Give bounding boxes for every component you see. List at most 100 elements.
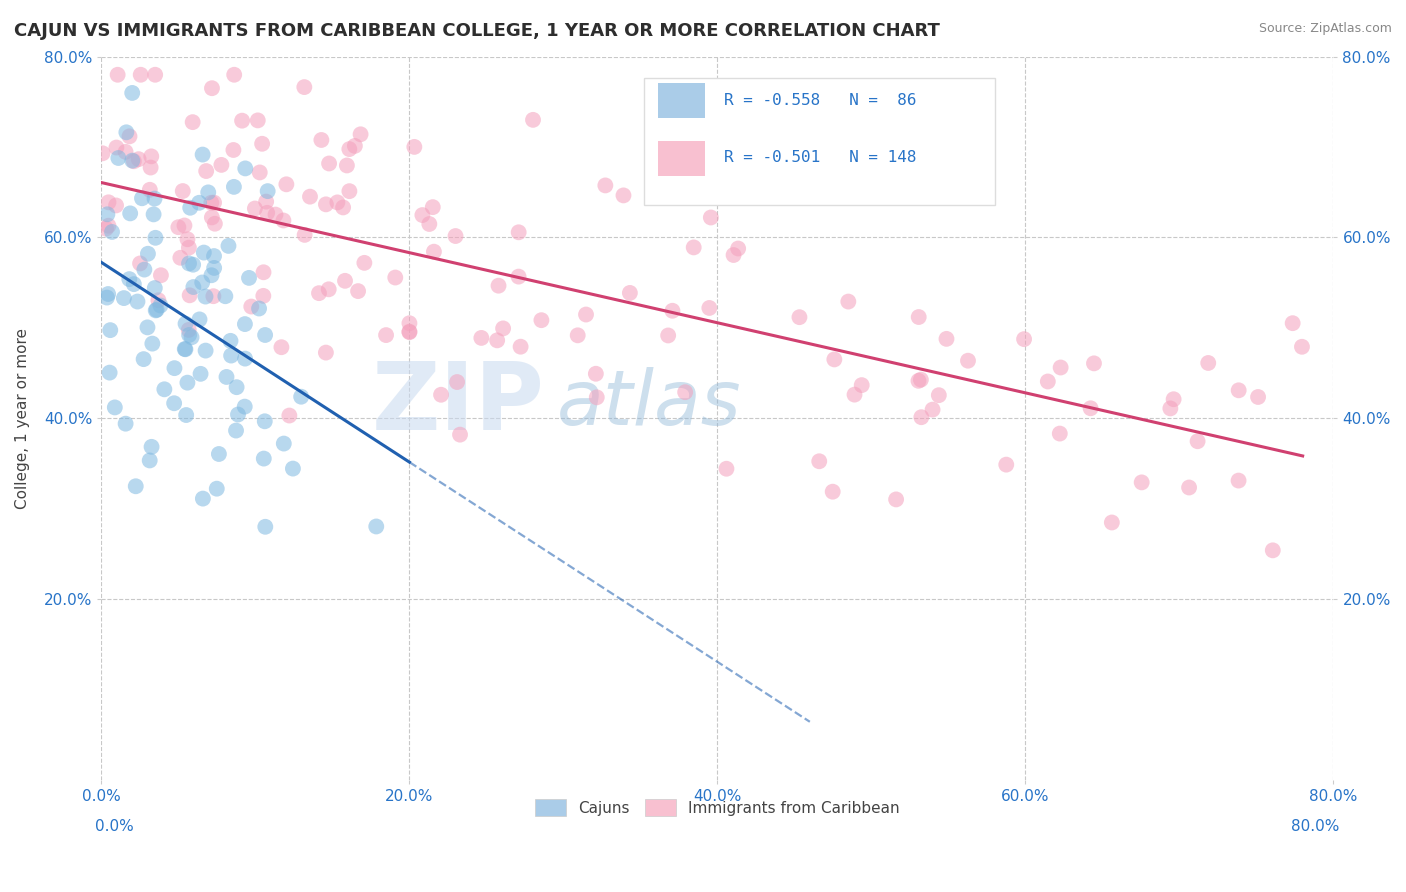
- Point: [567, 328, 589, 343]
- Point: [418, 217, 440, 231]
- Point: [1247, 390, 1270, 404]
- Point: [98, 323, 121, 337]
- Point: [128, 152, 150, 166]
- Point: [249, 165, 271, 179]
- Point: [347, 284, 370, 298]
- Point: [163, 396, 186, 410]
- Point: [143, 68, 166, 82]
- Point: [252, 289, 274, 303]
- Point: [700, 211, 723, 225]
- Point: [107, 151, 129, 165]
- Point: [142, 207, 165, 221]
- Point: [575, 308, 598, 322]
- Point: [105, 198, 128, 212]
- Point: [336, 158, 359, 172]
- Point: [201, 211, 224, 225]
- Point: [508, 269, 530, 284]
- Point: [191, 276, 214, 290]
- Point: [661, 303, 683, 318]
- Point: [585, 367, 607, 381]
- Point: [264, 208, 287, 222]
- Point: [233, 351, 256, 366]
- Text: atlas: atlas: [557, 367, 742, 441]
- Point: [202, 260, 225, 275]
- Point: [821, 484, 844, 499]
- Point: [179, 201, 201, 215]
- Point: [928, 388, 950, 402]
- Point: [98, 366, 121, 380]
- Point: [134, 262, 156, 277]
- Point: [789, 310, 811, 325]
- Point: [238, 271, 260, 285]
- Point: [122, 277, 145, 292]
- Point: [1178, 481, 1201, 495]
- Point: [910, 373, 932, 387]
- Point: [246, 113, 269, 128]
- Point: [716, 461, 738, 475]
- Point: [349, 128, 371, 142]
- Point: [294, 227, 316, 242]
- Point: [177, 256, 200, 270]
- Point: [430, 388, 453, 402]
- Point: [1281, 316, 1303, 330]
- Point: [202, 249, 225, 263]
- Point: [910, 410, 932, 425]
- Point: [125, 479, 148, 493]
- Point: [97, 287, 120, 301]
- Point: [205, 482, 228, 496]
- Point: [197, 186, 219, 200]
- FancyBboxPatch shape: [658, 84, 706, 118]
- Point: [121, 153, 143, 168]
- Point: [910, 110, 932, 124]
- Point: [226, 408, 249, 422]
- Point: [96, 207, 118, 221]
- Legend: Cajuns, Immigrants from Caribbean: Cajuns, Immigrants from Caribbean: [529, 793, 905, 822]
- Point: [699, 301, 721, 315]
- Point: [808, 454, 831, 468]
- Point: [145, 231, 167, 245]
- Point: [422, 200, 444, 214]
- Text: 0.0%: 0.0%: [96, 820, 134, 834]
- Point: [114, 417, 136, 431]
- Y-axis label: College, 1 year or more: College, 1 year or more: [15, 327, 30, 508]
- Point: [190, 367, 212, 381]
- Point: [449, 427, 471, 442]
- Point: [97, 195, 120, 210]
- Point: [921, 402, 943, 417]
- Text: 80.0%: 80.0%: [1291, 820, 1340, 834]
- Point: [411, 208, 433, 222]
- Point: [530, 313, 553, 327]
- Point: [149, 299, 172, 313]
- Point: [673, 385, 696, 400]
- Point: [353, 256, 375, 270]
- Point: [191, 147, 214, 161]
- Point: [181, 258, 204, 272]
- Point: [209, 158, 232, 172]
- Point: [195, 164, 218, 178]
- Point: [163, 361, 186, 376]
- Point: [118, 129, 141, 144]
- Point: [308, 286, 330, 301]
- Point: [202, 195, 225, 210]
- Point: [256, 184, 278, 198]
- Point: [956, 353, 979, 368]
- Point: [509, 340, 531, 354]
- Point: [256, 206, 278, 220]
- Point: [138, 453, 160, 467]
- Point: [333, 274, 356, 288]
- Point: [1083, 356, 1105, 370]
- Point: [127, 294, 149, 309]
- Point: [315, 345, 337, 359]
- Point: [179, 288, 201, 302]
- Point: [139, 161, 162, 175]
- Point: [318, 156, 340, 170]
- Point: [281, 461, 304, 475]
- Point: [91, 146, 114, 161]
- Point: [727, 242, 749, 256]
- Point: [995, 458, 1018, 472]
- Point: [194, 289, 217, 303]
- Point: [96, 291, 118, 305]
- Point: [254, 328, 277, 343]
- Point: [115, 125, 138, 139]
- Point: [121, 86, 143, 100]
